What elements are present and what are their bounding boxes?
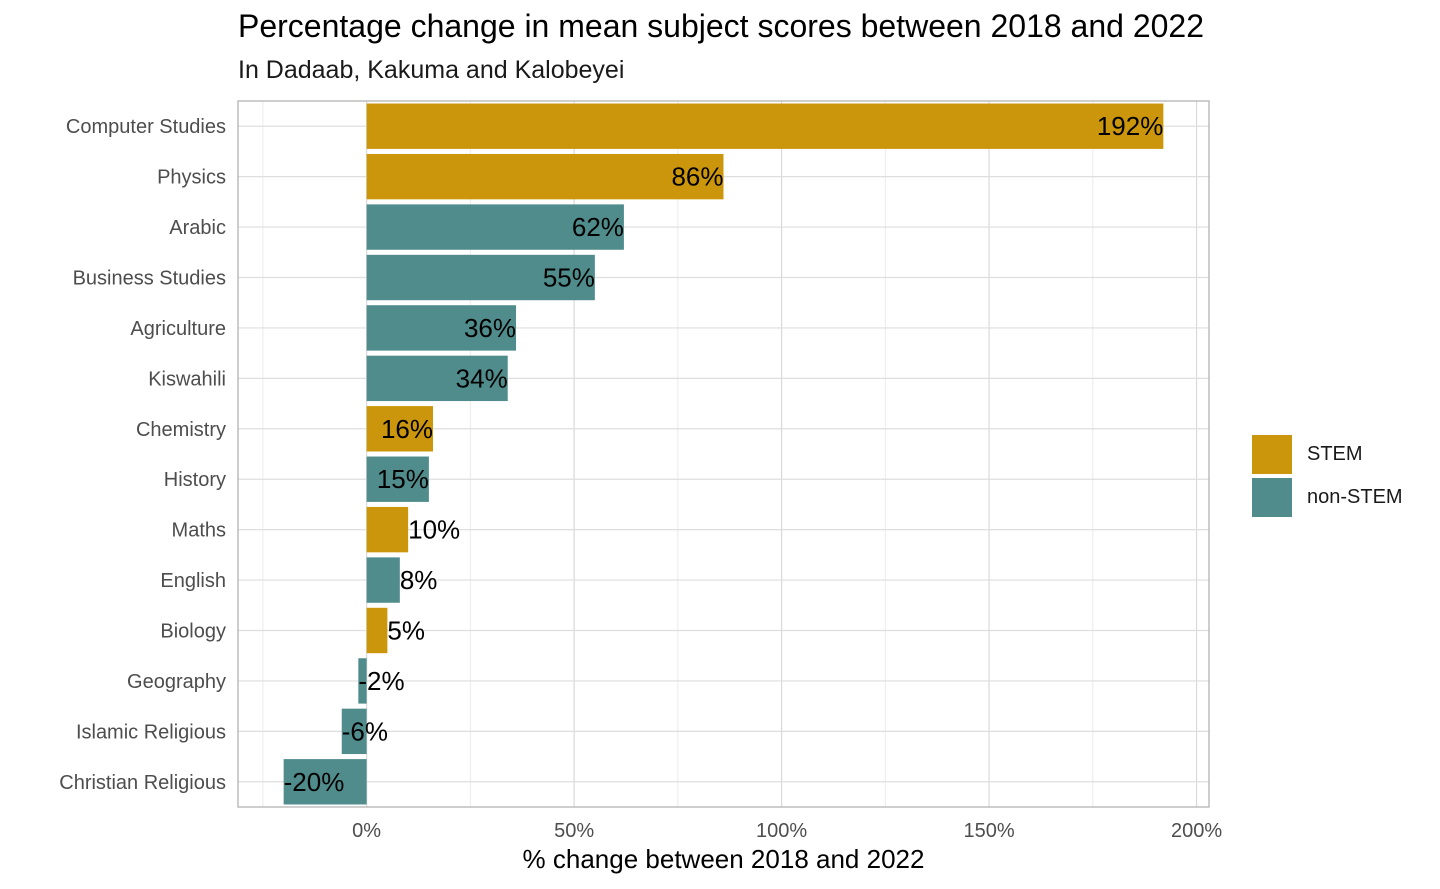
bar — [358, 658, 367, 704]
legend-swatch-stem — [1252, 435, 1292, 474]
x-tick-label: 150% — [963, 820, 1014, 842]
legend: STEM non-STEM — [1252, 433, 1403, 519]
bar — [366, 305, 517, 351]
legend-item-non-stem: non-STEM — [1252, 476, 1403, 519]
bar-value-label: 86% — [671, 162, 723, 192]
category-label: Maths — [172, 520, 226, 542]
bar — [366, 254, 595, 301]
legend-item-stem: STEM — [1252, 433, 1403, 476]
bar-value-label: -2% — [358, 666, 404, 696]
legend-swatch-non-stem — [1252, 478, 1292, 517]
bar — [341, 708, 367, 755]
panel-border — [237, 100, 1210, 808]
category-label: Physics — [157, 167, 226, 189]
category-label: Christian Religious — [59, 772, 226, 794]
x-tick-label: 50% — [554, 820, 594, 842]
bar-value-label: 8% — [400, 565, 438, 595]
category-label: Geography — [127, 671, 226, 693]
category-label: Agriculture — [130, 318, 226, 340]
bar — [366, 204, 624, 250]
bar-value-label: 62% — [572, 212, 624, 242]
x-tick-label: 100% — [756, 820, 807, 842]
bar-value-label: -6% — [342, 716, 388, 746]
bar-value-label: 55% — [543, 263, 595, 293]
x-tick-label: 200% — [1171, 820, 1222, 842]
legend-label-stem: STEM — [1307, 443, 1363, 465]
bar — [366, 406, 434, 452]
category-label: Arabic — [169, 217, 226, 239]
bar — [366, 607, 388, 654]
category-label: Islamic Religious — [76, 721, 226, 743]
category-label: Chemistry — [136, 419, 226, 441]
chart-subtitle: In Dadaab, Kakuma and Kalobeyei — [238, 56, 625, 84]
bar-value-label: 16% — [381, 414, 433, 444]
category-label: Computer Studies — [66, 116, 226, 138]
bar-value-label: 36% — [464, 313, 516, 343]
bar-value-label: -20% — [284, 767, 345, 797]
bar-value-label: 10% — [408, 515, 460, 545]
bar-value-label: 34% — [456, 363, 508, 393]
bar-value-label: 5% — [387, 616, 425, 646]
category-label: Kiswahili — [148, 368, 226, 390]
bar — [366, 153, 724, 200]
category-label: English — [160, 570, 226, 592]
category-label: History — [164, 469, 226, 491]
bar-value-label: 192% — [1097, 111, 1164, 141]
bar — [366, 456, 429, 502]
chart-title: Percentage change in mean subject scores… — [238, 8, 1205, 44]
bar — [366, 103, 1164, 149]
category-label: Biology — [160, 621, 226, 643]
bar — [366, 506, 409, 553]
x-axis-title: % change between 2018 and 2022 — [523, 844, 925, 874]
x-tick-label: 0% — [352, 820, 381, 842]
bar — [283, 759, 367, 805]
bar — [366, 355, 508, 402]
bar-value-label: 15% — [377, 464, 429, 494]
legend-label-non-stem: non-STEM — [1307, 486, 1403, 508]
bar — [366, 557, 400, 603]
category-label: Business Studies — [73, 268, 226, 290]
